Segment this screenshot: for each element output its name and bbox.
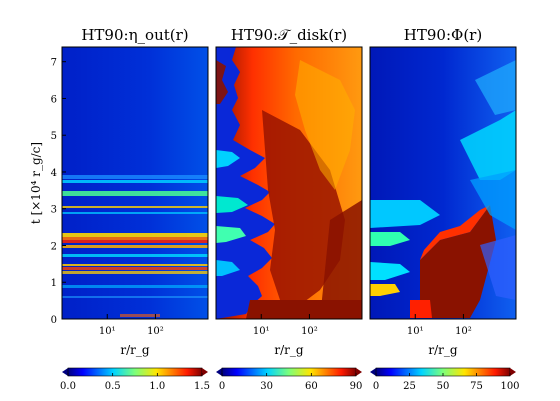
colorbar-tick-label: 0 — [373, 381, 379, 392]
colorbar: 0.0 0.5 1.0 1.5 — [60, 367, 210, 392]
heatmap — [216, 47, 362, 319]
y-tick-label: 3 — [51, 205, 57, 216]
panel-title: HT90:Φ(r) — [404, 26, 482, 44]
colorbar-tick-label: 1.0 — [149, 381, 165, 392]
y-tick-label: 1 — [51, 278, 57, 289]
y-tick-label: 5 — [51, 131, 57, 142]
x-tick-label: 10¹ — [407, 326, 424, 337]
colorbar-extend-high — [510, 368, 516, 376]
colorbar-tick-label: 25 — [403, 381, 416, 392]
x-axis-label-1: r/r_g — [120, 343, 150, 357]
colorbars: 0.0 0.5 1.0 1.5 0 30 60 90 0 25 50 75 100 — [60, 367, 520, 392]
heatmap — [370, 47, 516, 319]
x-tick-label: 10¹ — [99, 326, 116, 337]
y-axis-label-text: t [×10⁴ r_g/c] — [29, 142, 43, 224]
colorbar-extend-low — [62, 368, 68, 376]
panel-title: HT90:𝒯_disk(r) — [231, 26, 347, 44]
x-tick-label: 10² — [301, 326, 318, 337]
colorbar-tick-label: 100 — [500, 381, 519, 392]
x-tick-label: 10² — [455, 326, 472, 337]
colorbar: 0 30 60 90 — [216, 367, 363, 392]
colorbar-tick-label: 50 — [437, 381, 450, 392]
y-tick-label: 2 — [51, 241, 57, 252]
colorbar-tick-label: 90 — [350, 381, 363, 392]
colorbar-tick-label: 1.5 — [194, 381, 210, 392]
colorbar: 0 25 50 75 100 — [370, 367, 520, 392]
colorbar-extend-high — [202, 368, 208, 376]
colorbar-gradient — [67, 367, 203, 377]
colorbar-tick-label: 0.0 — [60, 381, 76, 392]
heatmap — [62, 47, 208, 319]
y-tick-label: 4 — [51, 168, 57, 179]
colorbar-gradient — [221, 367, 357, 377]
panel-phi: HT90:Φ(r) — [369, 26, 517, 320]
x-tick-label: 10¹ — [253, 326, 270, 337]
x-axis-label-3: r/r_g — [428, 343, 458, 357]
panel-eta-out: HT90:η_out(r) — [61, 26, 209, 320]
colorbar-tick-label: 0.5 — [105, 381, 121, 392]
colorbar-extend-low — [216, 368, 222, 376]
y-tick-label: 6 — [51, 94, 57, 105]
y-axis-label: t [×10⁴ r_g/c] — [29, 142, 43, 224]
colorbar-extend-low — [370, 368, 376, 376]
x-axis-label-2: r/r_g — [274, 343, 304, 357]
colorbar-tick-label: 60 — [305, 381, 318, 392]
x-tick-label: 10² — [147, 326, 164, 337]
axis-ticks: 0 1 2 3 4 5 6 7 10¹ 10² 10¹ 10² 10¹ 10² — [51, 58, 472, 337]
colorbar-extend-high — [356, 368, 362, 376]
panel-title: HT90:η_out(r) — [81, 26, 188, 44]
colorbar-tick-label: 75 — [470, 381, 483, 392]
colorbar-tick-label: 0 — [219, 381, 225, 392]
y-tick-label: 0 — [51, 315, 57, 326]
y-tick-label: 7 — [51, 58, 57, 69]
panel-t-disk: HT90:𝒯_disk(r) — [215, 26, 363, 320]
colorbar-tick-label: 30 — [260, 381, 273, 392]
